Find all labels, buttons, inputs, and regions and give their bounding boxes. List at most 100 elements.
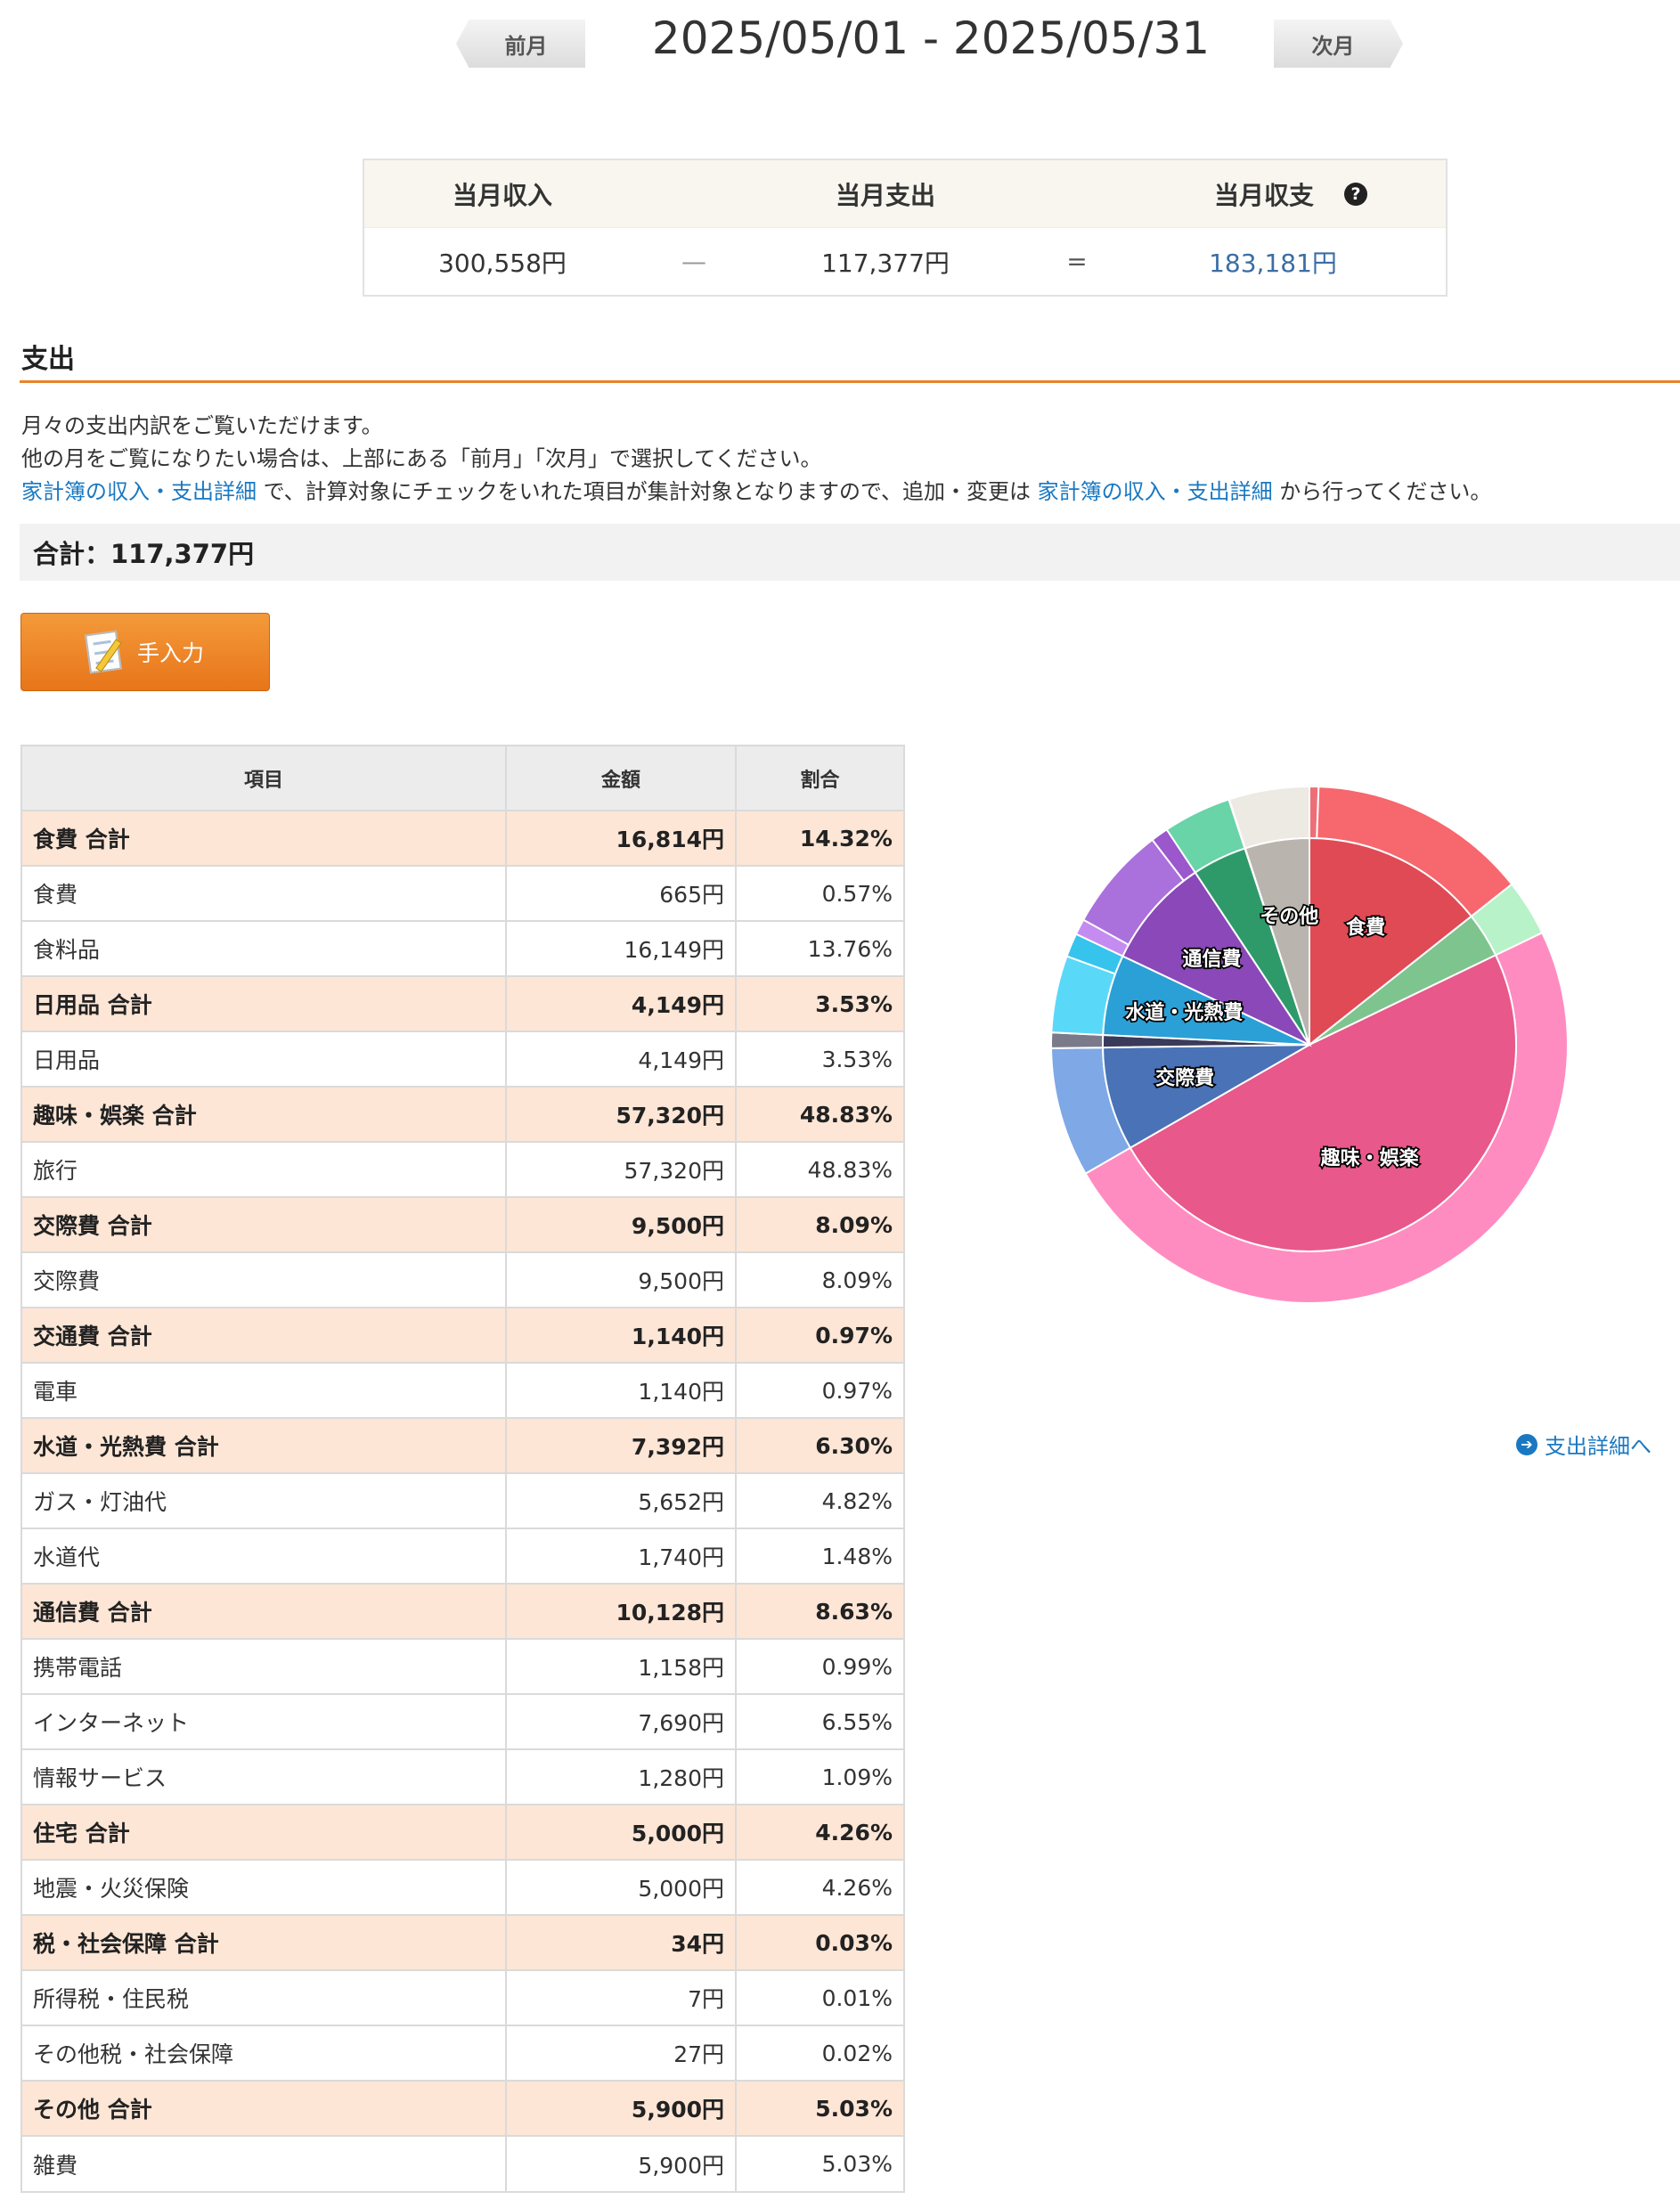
row-amount: 5,000円 xyxy=(506,1860,737,1916)
row-amount: 16,814円 xyxy=(506,811,737,867)
row-name: 食費 合計 xyxy=(22,811,507,867)
category-total-row: 通信費 合計 10,128円 8.63% xyxy=(22,1584,903,1640)
slice-label: 通信費 xyxy=(1182,948,1241,971)
category-total-row: 水道・光熱費 合計 7,392円 6.30% xyxy=(22,1418,903,1474)
row-amount: 665円 xyxy=(506,866,737,922)
table-row: ガス・灯油代 5,652円 4.82% xyxy=(22,1473,903,1529)
help-icon[interactable]: ? xyxy=(1344,182,1367,206)
slice-label: 交際費 xyxy=(1155,1066,1214,1089)
minus-sign: — xyxy=(681,247,706,276)
table-row: 食費 665円 0.57% xyxy=(22,866,903,922)
section-title: 支出 xyxy=(21,344,75,375)
row-amount: 9,500円 xyxy=(506,1197,737,1253)
row-ratio: 8.09% xyxy=(736,1197,903,1253)
table-row: インターネット 7,690円 6.55% xyxy=(22,1694,903,1750)
expense-label: 当月支出 xyxy=(835,180,935,210)
table-row: 雑費 5,900円 5.03% xyxy=(22,2136,903,2191)
desc-middle-text: で、計算対象にチェックをいれた項目が集計対象となりますので、追加・変更は xyxy=(257,479,1038,504)
row-name: 交際費 xyxy=(22,1252,507,1308)
row-amount: 34円 xyxy=(506,1915,737,1971)
row-name: 旅行 xyxy=(22,1142,507,1198)
expense-detail-link[interactable]: ➔ 支出詳細へ xyxy=(1516,1429,1651,1460)
manual-input-button[interactable]: 手入力 xyxy=(20,613,270,691)
expense-detail-label: 支出詳細へ xyxy=(1545,1434,1651,1459)
monthly-summary: 当月収入 当月支出 当月収支 ? 300,558円 — 117,377円 = 1… xyxy=(363,159,1448,297)
category-total-row: 交通費 合計 1,140円 0.97% xyxy=(22,1308,903,1364)
row-amount: 9,500円 xyxy=(506,1252,737,1308)
row-ratio: 1.48% xyxy=(736,1528,903,1585)
row-name: 電車 xyxy=(22,1363,507,1419)
row-ratio: 3.53% xyxy=(736,976,903,1032)
row-amount: 1,140円 xyxy=(506,1308,737,1364)
desc-line-3: 家計簿の収入・支出詳細 で、計算対象にチェックをいれた項目が集計対象となりますの… xyxy=(21,476,1491,509)
desc-line-1: 月々の支出内訳をご覧いただけます。 xyxy=(21,413,383,438)
row-ratio: 13.76% xyxy=(736,921,903,977)
row-ratio: 4.26% xyxy=(736,1805,903,1861)
row-name: 日用品 合計 xyxy=(22,976,507,1032)
row-amount: 1,740円 xyxy=(506,1528,737,1585)
balance-label: 当月収支 xyxy=(1213,180,1314,210)
row-ratio: 6.30% xyxy=(736,1418,903,1474)
row-ratio: 3.53% xyxy=(736,1031,903,1088)
inner-category-slice xyxy=(1121,871,1312,1047)
row-name: 食料品 xyxy=(22,921,507,977)
equals-sign: = xyxy=(1066,247,1088,276)
section-description: 月々の支出内訳をご覧いただけます。 他の月をご覧になりたい場合は、上部にある「前… xyxy=(21,410,1491,509)
row-amount: 5,900円 xyxy=(506,2081,737,2137)
row-name: 所得税・住民税 xyxy=(22,1970,507,2026)
expense-table: 項目 金額 割合 食費 合計 16,814円 14.32% 食費 665円 0.57% 食料… xyxy=(20,745,905,2193)
table-row: 所得税・住民税 7円 0.01% xyxy=(22,1970,903,2026)
row-amount: 5,000円 xyxy=(506,1805,737,1861)
desc-line-2: 他の月をご覧になりたい場合は、上部にある「前月」「次月」で選択してください。 xyxy=(21,446,822,471)
header-amount: 金額 xyxy=(506,746,737,811)
row-amount: 7,690円 xyxy=(506,1694,737,1750)
category-total-row: 住宅 合計 5,000円 4.26% xyxy=(22,1805,903,1861)
header-item: 項目 xyxy=(22,746,507,811)
row-name: 趣味・娯楽 合計 xyxy=(22,1087,507,1143)
row-amount: 7,392円 xyxy=(506,1418,737,1474)
row-ratio: 4.26% xyxy=(736,1860,903,1916)
slice-label: その他 xyxy=(1260,906,1318,928)
section-divider xyxy=(20,380,1680,383)
arrow-right-circle-icon: ➔ xyxy=(1516,1433,1537,1455)
row-name: 食費 xyxy=(22,866,507,922)
prev-month-button[interactable]: 前月 xyxy=(456,20,585,68)
row-amount: 57,320円 xyxy=(506,1142,737,1198)
slice-label: 食費 xyxy=(1346,916,1385,939)
expense-value: 117,377円 xyxy=(821,248,950,278)
table-row: 水道代 1,740円 1.48% xyxy=(22,1528,903,1585)
row-ratio: 4.82% xyxy=(736,1473,903,1529)
income-expense-detail-link[interactable]: 家計簿の収入・支出詳細 xyxy=(21,479,257,504)
manual-input-label: 手入力 xyxy=(137,640,205,666)
inner-category-slice xyxy=(1309,836,1473,1047)
row-amount: 10,128円 xyxy=(506,1584,737,1640)
row-ratio: 48.83% xyxy=(736,1142,903,1198)
row-name: 税・社会保障 合計 xyxy=(22,1915,507,1971)
row-amount: 16,149円 xyxy=(506,921,737,977)
row-ratio: 14.32% xyxy=(736,811,903,867)
row-ratio: 48.83% xyxy=(736,1087,903,1143)
row-ratio: 5.03% xyxy=(736,2081,903,2137)
row-amount: 27円 xyxy=(506,2025,737,2082)
row-name: ガス・灯油代 xyxy=(22,1473,507,1529)
row-name: その他税・社会保障 xyxy=(22,2025,507,2082)
row-amount: 1,280円 xyxy=(506,1749,737,1805)
inner-category-slice xyxy=(1244,836,1310,1046)
inner-category-slice xyxy=(1129,954,1517,1252)
next-month-button[interactable]: 次月 xyxy=(1274,20,1403,68)
row-amount: 4,149円 xyxy=(506,976,737,1032)
row-ratio: 0.99% xyxy=(736,1639,903,1695)
row-name: 携帯電話 xyxy=(22,1639,507,1695)
row-ratio: 0.02% xyxy=(736,2025,903,2082)
row-name: 通信費 合計 xyxy=(22,1584,507,1640)
row-name: その他 合計 xyxy=(22,2081,507,2137)
row-amount: 7円 xyxy=(506,1970,737,2026)
row-name: インターネット xyxy=(22,1694,507,1750)
table-row: 携帯電話 1,158円 0.99% xyxy=(22,1639,903,1695)
balance-label-wrap: 当月収支 ? xyxy=(1130,160,1451,227)
balance-value: 183,181円 xyxy=(1209,248,1337,278)
row-amount: 1,158円 xyxy=(506,1639,737,1695)
income-expense-detail-link-2[interactable]: 家計簿の収入・支出詳細 xyxy=(1037,479,1273,504)
row-name: 住宅 合計 xyxy=(22,1805,507,1861)
